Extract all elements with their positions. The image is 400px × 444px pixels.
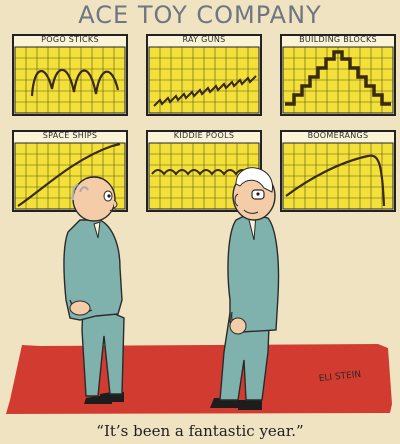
ray-guns-trend-line (153, 75, 257, 107)
chart-pogo-sticks: POGO STICKS (12, 34, 128, 116)
chart-label: BOOMERANGS (307, 131, 369, 140)
building-blocks-chart-graphic (280, 34, 396, 116)
chart-label: BUILDING BLOCKS (299, 35, 377, 44)
chart-label: SPACE SHIPS (42, 131, 98, 140)
chart-ray-guns: RAY GUNS (146, 34, 262, 116)
ray-guns-chart-graphic (146, 34, 262, 116)
building-blocks-trend-line (285, 50, 391, 106)
chart-building-blocks: BUILDING BLOCKS (280, 34, 396, 116)
right-man-figure (210, 167, 280, 410)
left-man-figure (63, 176, 125, 404)
space-ships-trend-line (17, 142, 121, 207)
cartoon-caption: “It’s been a fantastic year.” (96, 422, 304, 440)
boomerangs-trend-line (285, 154, 386, 207)
chart-label: RAY GUNS (182, 35, 226, 44)
chart-label: KIDDIE POOLS (173, 131, 235, 140)
chart-boomerangs: BOOMERANGS (280, 130, 396, 212)
pogo-sticks-trend-line (30, 68, 120, 97)
company-title: ACE TOY COMPANY (78, 1, 322, 29)
boomerangs-chart-graphic (280, 130, 396, 212)
kiddie-pools-trend-line (151, 168, 259, 176)
pogo-sticks-chart-graphic (12, 34, 128, 116)
chart-label: POGO STICKS (41, 35, 99, 44)
